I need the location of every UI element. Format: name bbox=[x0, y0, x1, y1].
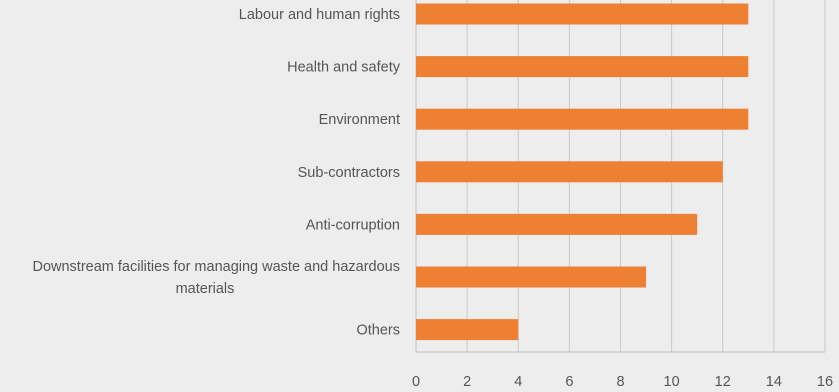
bar bbox=[416, 3, 749, 25]
category-labels: Labour and human rights Health and safety… bbox=[32, 7, 400, 339]
bar bbox=[416, 108, 749, 130]
category-label-line: Downstream facilities for managing waste… bbox=[32, 259, 400, 275]
x-tick-label: 6 bbox=[565, 374, 573, 390]
x-tick-label: 16 bbox=[817, 374, 833, 390]
category-label: Health and safety bbox=[287, 60, 401, 76]
category-label: Environment bbox=[319, 112, 400, 128]
category-label-line: Labour and human rights bbox=[239, 7, 400, 23]
category-label: Downstream facilities for managing waste… bbox=[32, 259, 400, 297]
bar bbox=[416, 213, 698, 235]
x-tick-label: 4 bbox=[514, 374, 522, 390]
x-axis: 0 2 4 6 8 10 12 14 16 bbox=[412, 351, 833, 390]
category-label-line: materials bbox=[176, 281, 235, 297]
x-tick-label: 2 bbox=[463, 374, 471, 390]
bars bbox=[416, 3, 749, 341]
category-label-line: Environment bbox=[319, 112, 400, 128]
bar bbox=[416, 319, 519, 341]
category-label: Others bbox=[356, 323, 400, 339]
category-label: Anti-corruption bbox=[306, 217, 400, 233]
category-label-line: Health and safety bbox=[287, 60, 401, 76]
x-tick-label: 12 bbox=[715, 374, 731, 390]
x-tick-label: 14 bbox=[766, 374, 782, 390]
bar bbox=[416, 266, 647, 288]
category-label-line: Sub-contractors bbox=[298, 165, 400, 181]
x-tick-label: 8 bbox=[616, 374, 624, 390]
category-label-line: Anti-corruption bbox=[306, 217, 400, 233]
bar bbox=[416, 161, 723, 183]
category-label-line: Others bbox=[356, 323, 400, 339]
x-tick-label: 10 bbox=[664, 374, 680, 390]
category-label: Labour and human rights bbox=[239, 7, 400, 23]
category-label: Sub-contractors bbox=[298, 165, 400, 181]
x-tick-label: 0 bbox=[412, 374, 420, 390]
bar bbox=[416, 56, 749, 78]
